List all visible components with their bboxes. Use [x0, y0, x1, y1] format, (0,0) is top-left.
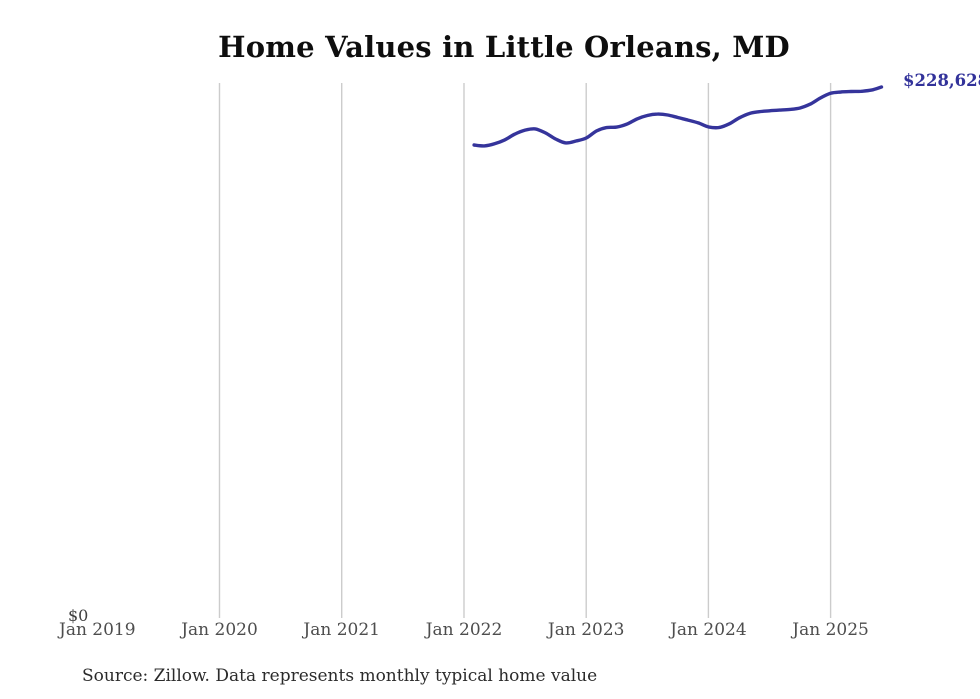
gridlines: [218, 83, 832, 618]
chart-title: Home Values in Little Orleans, MD: [218, 30, 790, 64]
x-axis-label: Jan 2019: [59, 620, 136, 640]
x-axis-label: Jan 2025: [792, 620, 869, 640]
x-axis-label: Jan 2021: [303, 620, 380, 640]
source-note: Source: Zillow. Data represents monthly …: [82, 666, 598, 686]
latest-value-label: $228,628: [903, 71, 980, 90]
x-axis-label: Jan 2020: [181, 620, 258, 640]
y-axis-zero-label: $0: [68, 606, 89, 625]
home-value-line: [472, 85, 884, 148]
x-axis-label: Jan 2024: [670, 620, 747, 640]
x-axis-label: Jan 2022: [425, 620, 503, 640]
x-axis-label: Jan 2023: [547, 620, 625, 640]
